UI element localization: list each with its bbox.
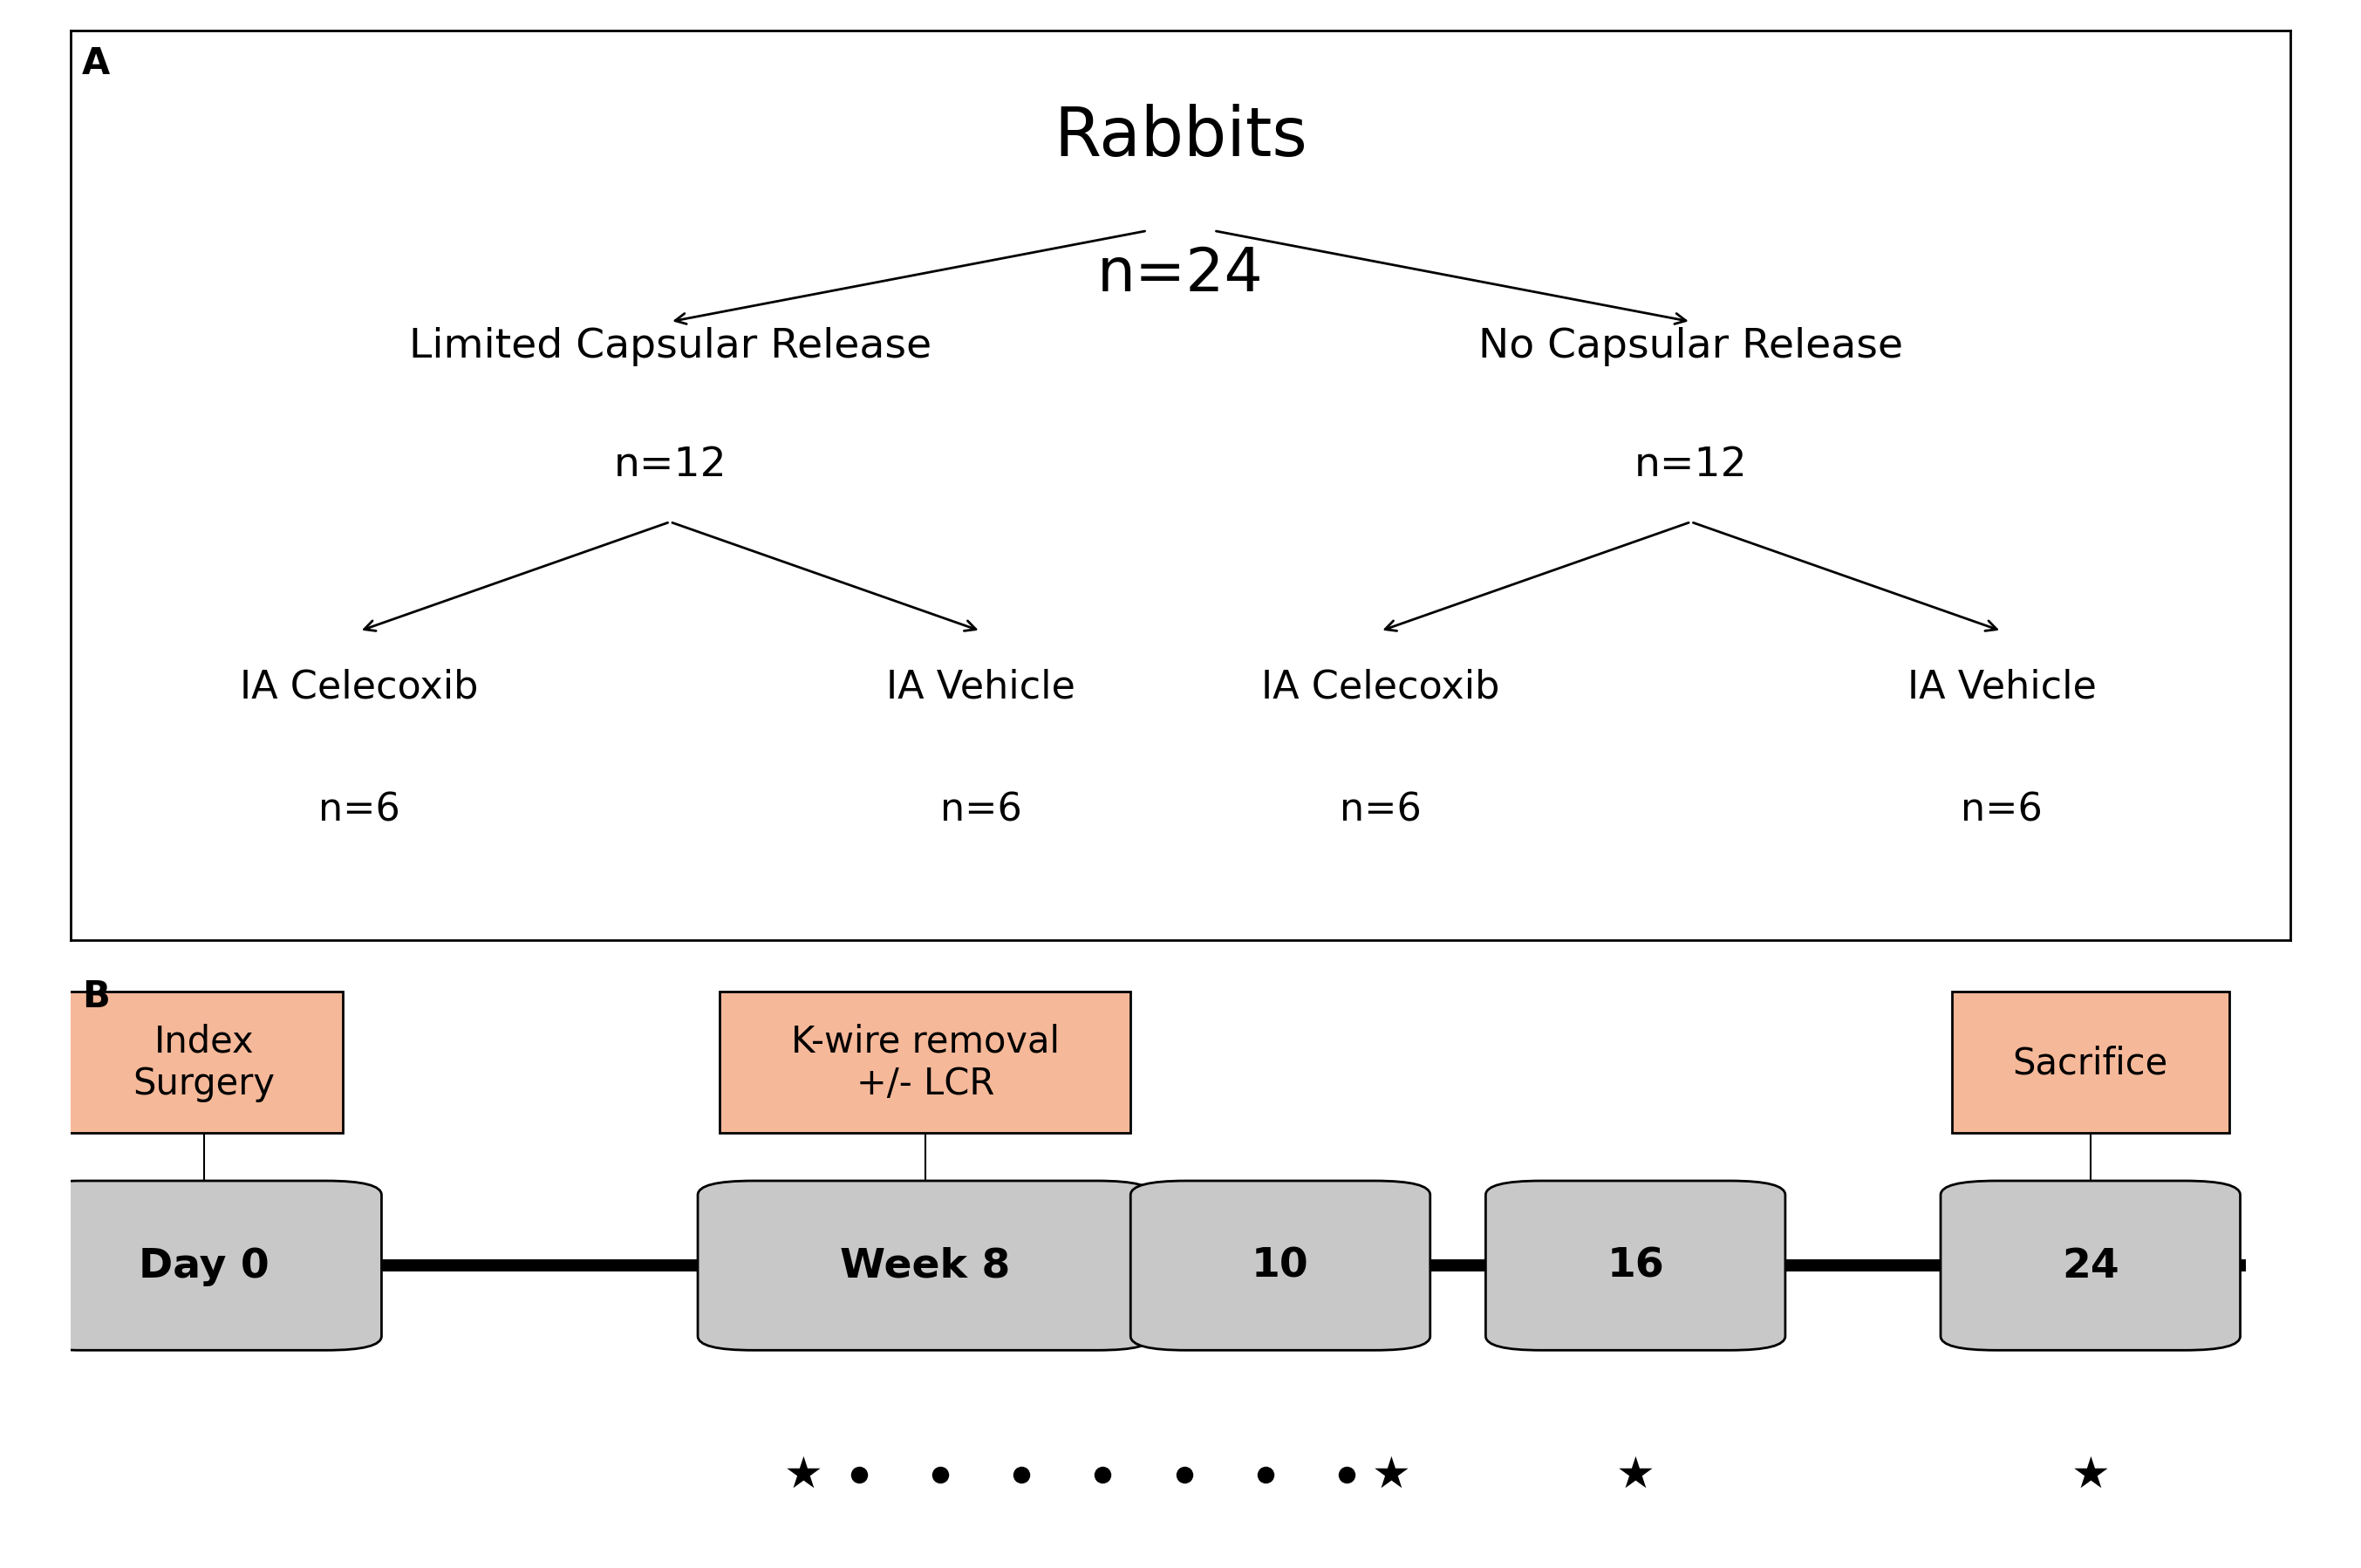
Text: 16: 16	[1608, 1247, 1665, 1286]
Text: ★: ★	[2071, 1454, 2111, 1496]
Text: n=24: n=24	[1098, 245, 1263, 304]
Text: n=6: n=6	[940, 790, 1022, 828]
Text: n=6: n=6	[319, 790, 401, 828]
Text: ★: ★	[1615, 1454, 1655, 1496]
Text: ★: ★	[1372, 1454, 1412, 1496]
Text: A: A	[83, 45, 111, 82]
Text: IA Vehicle: IA Vehicle	[1908, 668, 2097, 706]
Text: IA Vehicle: IA Vehicle	[885, 668, 1074, 706]
FancyBboxPatch shape	[66, 993, 342, 1134]
Text: B: B	[83, 978, 109, 1014]
Text: Index
Surgery: Index Surgery	[132, 1022, 276, 1102]
Text: K-wire removal
+/- LCR: K-wire removal +/- LCR	[791, 1022, 1060, 1102]
FancyBboxPatch shape	[1941, 1181, 2241, 1350]
Text: n=12: n=12	[614, 445, 727, 485]
FancyBboxPatch shape	[1953, 993, 2229, 1134]
Text: Sacrifice: Sacrifice	[2012, 1044, 2167, 1080]
FancyBboxPatch shape	[1485, 1181, 1785, 1350]
FancyBboxPatch shape	[26, 1181, 382, 1350]
Text: 24: 24	[2061, 1247, 2120, 1286]
Text: n=6: n=6	[1339, 790, 1421, 828]
FancyBboxPatch shape	[699, 1181, 1152, 1350]
Text: 10: 10	[1251, 1247, 1308, 1286]
FancyBboxPatch shape	[720, 993, 1131, 1134]
Text: Week 8: Week 8	[841, 1247, 1011, 1286]
Text: No Capsular Release: No Capsular Release	[1478, 328, 1903, 367]
Text: Rabbits: Rabbits	[1053, 103, 1308, 171]
Text: Day 0: Day 0	[139, 1247, 269, 1286]
Text: n=12: n=12	[1634, 445, 1747, 485]
Text: n=6: n=6	[1960, 790, 2042, 828]
Text: Limited Capsular Release: Limited Capsular Release	[408, 328, 930, 367]
FancyBboxPatch shape	[1131, 1181, 1431, 1350]
Text: IA Celecoxib: IA Celecoxib	[1261, 668, 1499, 706]
Text: ★: ★	[784, 1454, 822, 1496]
Text: IA Celecoxib: IA Celecoxib	[241, 668, 479, 706]
